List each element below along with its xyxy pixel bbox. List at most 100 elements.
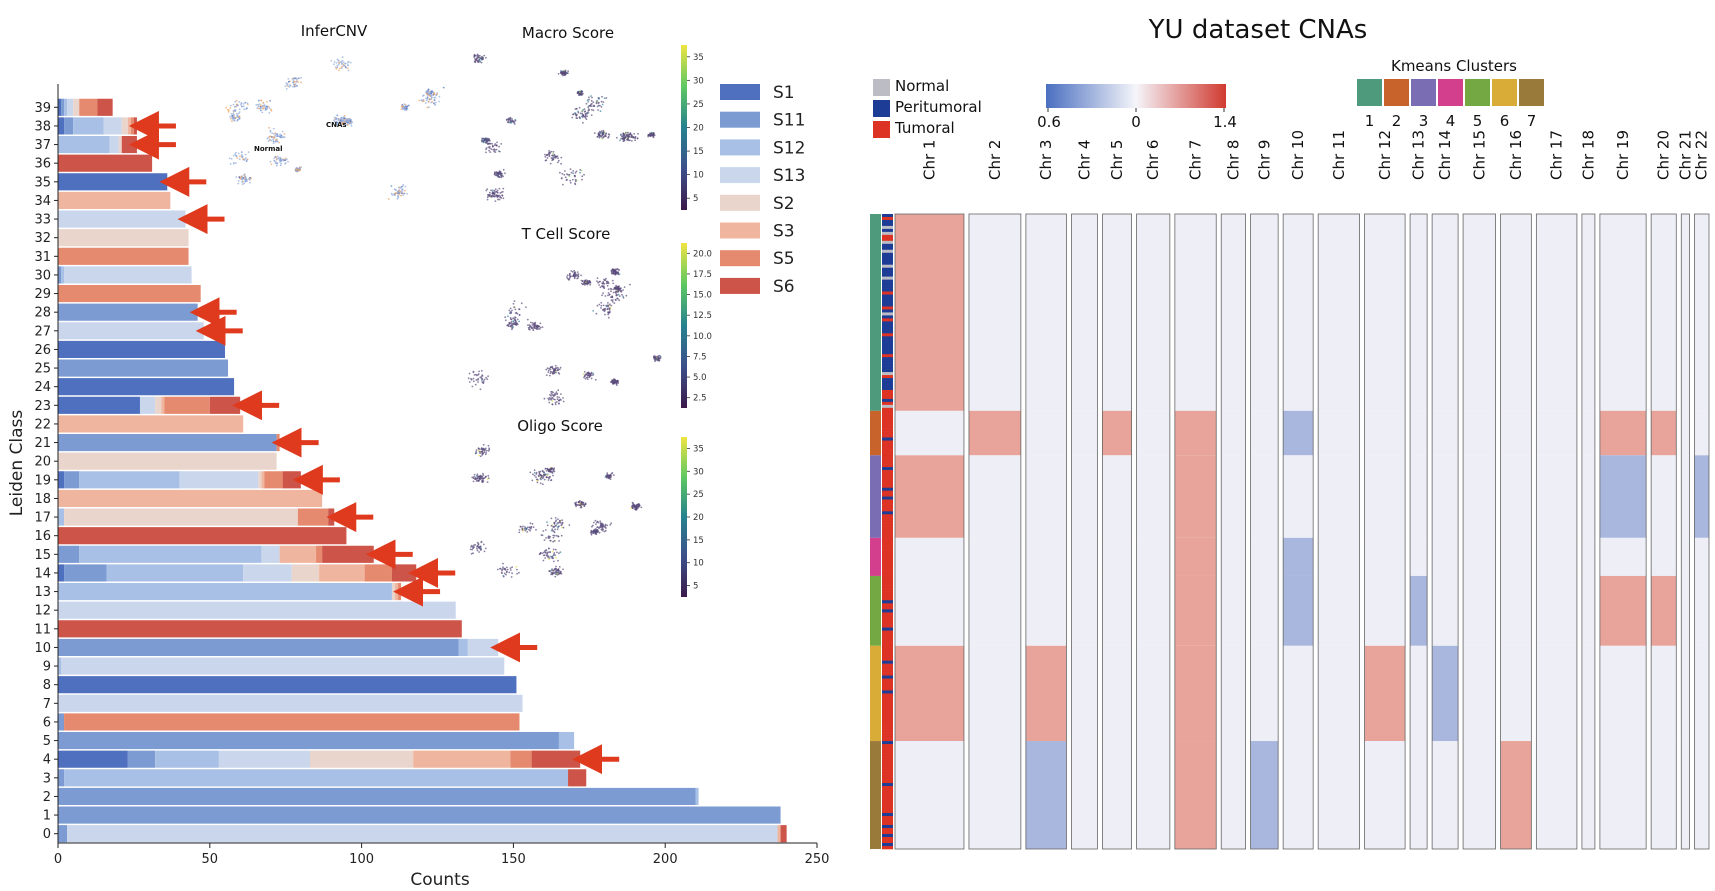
umap-point <box>577 273 580 276</box>
umap-point <box>622 295 624 298</box>
umap-point <box>230 157 233 160</box>
umap-point <box>562 400 565 403</box>
umap-point <box>528 326 531 329</box>
umap-point <box>607 316 610 319</box>
y-tick-label: 28 <box>34 306 51 321</box>
sample-bar-cell <box>882 282 893 286</box>
umap-point <box>347 118 349 121</box>
umap-point <box>510 576 513 578</box>
umap-point <box>510 318 513 321</box>
heatmap-cell-cluster-4-chr4 <box>1071 537 1098 576</box>
heatmap-cell-cluster-1-chr10 <box>1283 214 1314 411</box>
umap-point <box>560 72 562 75</box>
umap-point <box>518 320 520 323</box>
umap-point <box>347 69 350 72</box>
umap-point <box>339 119 342 122</box>
heatmap-cell-cluster-4-chr15 <box>1463 537 1496 576</box>
umap-point <box>610 299 613 302</box>
umap-point <box>231 120 233 123</box>
umap-point <box>480 448 483 450</box>
umap-point <box>610 472 613 475</box>
bar-marks <box>58 98 787 843</box>
umap-point <box>638 504 641 506</box>
y-tick-label: 38 <box>34 119 51 134</box>
sample-bar-cell <box>882 840 893 844</box>
heatmap-cell-cluster-5-chr10 <box>1283 575 1314 646</box>
sample-bar-cell <box>882 690 893 694</box>
umap-point <box>480 548 482 551</box>
bar-segment-class-4-s1 <box>58 750 128 768</box>
sample-bar-cell <box>882 675 893 679</box>
umap-point <box>260 99 263 102</box>
sample-bar-cell <box>882 345 893 349</box>
umap-point <box>515 565 518 568</box>
umap-point <box>538 470 540 473</box>
colorbar-tick-label: 17.5 <box>693 270 712 280</box>
sample-bar-cell <box>882 413 893 418</box>
umap-point <box>514 316 516 319</box>
legend-swatch-s1 <box>720 84 760 100</box>
umap-point <box>554 569 556 571</box>
umap-point <box>592 109 595 112</box>
sample-bar-cell <box>882 228 893 233</box>
sample-bar-cell <box>882 273 893 277</box>
chr-label: Chr 19 <box>1614 130 1632 180</box>
heatmap-cell-cluster-2-chr8 <box>1221 410 1246 456</box>
umap-point <box>502 168 505 171</box>
umap-point <box>232 162 235 164</box>
chr-frame <box>1431 213 1459 850</box>
bar-segment-class-22-s3 <box>58 415 244 433</box>
umap-point <box>277 157 279 160</box>
umap-point <box>235 176 238 178</box>
umap-point <box>430 98 433 100</box>
umap-point <box>538 553 541 556</box>
sample-bar-cell <box>882 834 893 838</box>
sample-bar-cell <box>882 546 893 550</box>
umap-point <box>484 453 487 456</box>
umap-point <box>574 178 577 181</box>
umap-point <box>601 103 604 106</box>
heatmap-cell-cluster-4-chr10 <box>1283 537 1314 576</box>
sample-bar-cell <box>882 336 893 340</box>
umap-point <box>346 120 349 123</box>
y-tick-label: 33 <box>34 213 51 228</box>
sample-bar-cell <box>882 744 893 748</box>
colorbar-tick-label: 2.5 <box>693 394 707 404</box>
umap-point <box>605 97 608 99</box>
umap-point <box>556 398 559 401</box>
sample-bar-cell <box>882 237 893 242</box>
umap-point <box>553 372 555 375</box>
heatmap-cell-cluster-1-chr8 <box>1221 214 1246 411</box>
bar-segment-class-30-s11 <box>58 266 62 284</box>
bar-segment-class-19-s2 <box>258 471 262 489</box>
umap-point <box>592 372 594 375</box>
umap-point <box>298 169 300 172</box>
umap-panels: InferCNV Normal CNAs Macro Score 3530252… <box>225 22 712 597</box>
sample-bar-cell <box>882 702 893 706</box>
umap-point <box>549 476 551 478</box>
x-axis-label: Counts <box>410 870 469 887</box>
heatmap-cell-cluster-7-chr8 <box>1221 741 1246 849</box>
umap-point <box>297 77 300 80</box>
legend-label-normal: Normal <box>895 77 949 95</box>
sample-bar-cell <box>882 723 893 727</box>
umap-point <box>571 116 574 119</box>
umap-point <box>233 117 236 120</box>
umap-point <box>584 377 587 380</box>
sample-bar-cell <box>882 615 893 619</box>
umap-point <box>503 572 506 575</box>
umap-point <box>603 97 606 100</box>
heatmap-cell-cluster-6-chr1 <box>895 645 964 742</box>
heatmap-cell-cluster-5-chr15 <box>1463 575 1496 646</box>
umap-point <box>397 194 400 197</box>
umap-point <box>595 312 598 315</box>
umap-point <box>395 192 397 195</box>
umap-point <box>617 298 619 300</box>
umap-point <box>426 95 429 97</box>
sample-bar-cell <box>882 434 893 438</box>
sample-bar-cell <box>882 774 893 778</box>
umap-point <box>542 476 545 479</box>
umap-point <box>241 151 243 154</box>
umap-point <box>554 392 556 395</box>
